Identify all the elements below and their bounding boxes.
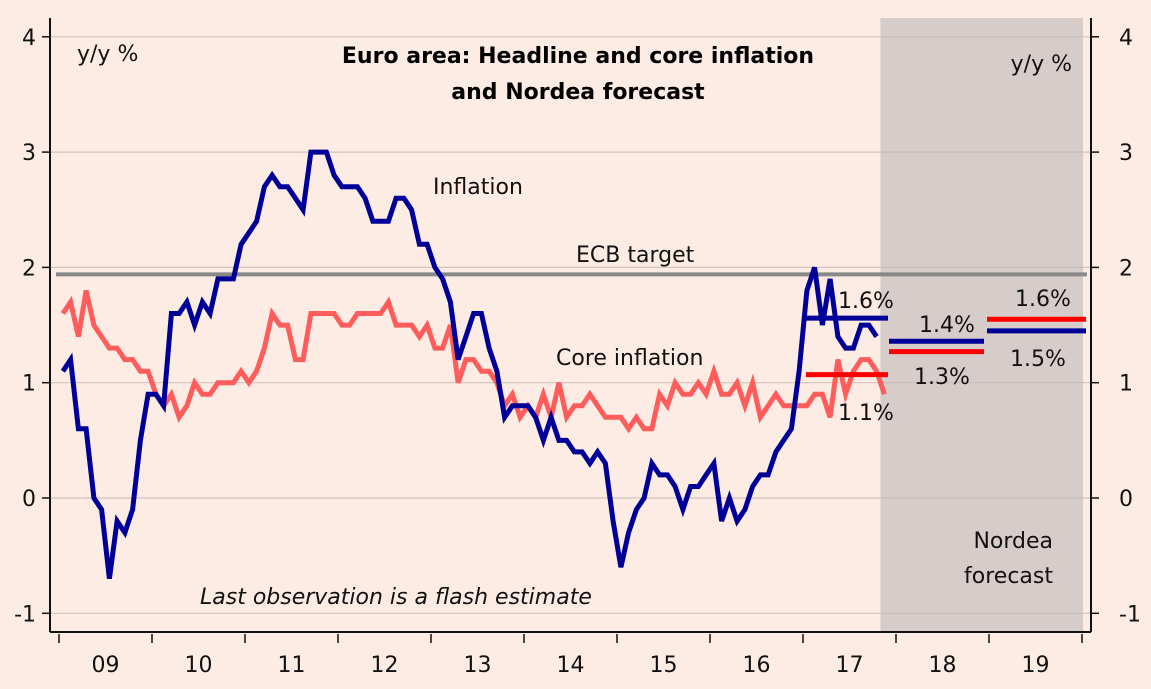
x-tick-label-13: 13: [464, 653, 492, 678]
x-tick-label-16: 16: [743, 653, 771, 678]
y-tick-label-left: 3: [22, 141, 36, 166]
x-tick-label-18: 18: [929, 653, 957, 678]
forecast-label-2019-core: 1.6%: [1015, 287, 1071, 312]
x-tick-label-15: 15: [650, 653, 678, 678]
y-tick-label-left: 4: [22, 26, 36, 51]
y-tick-label-right: 4: [1119, 26, 1133, 51]
forecast-label-2017-core: 1.1%: [838, 401, 894, 426]
x-tick-label-19: 19: [1022, 653, 1050, 678]
core-inflation-line: [60, 289, 887, 434]
y-tick-label-right: 2: [1119, 256, 1133, 281]
forecast-label-2018-core: 1.3%: [914, 365, 970, 390]
y-tick-label-right: 1: [1119, 372, 1133, 397]
forecast-label-2019-inflation: 1.5%: [1010, 347, 1066, 372]
axes: -1 -10 01 12 23 34 409 10 11 12 13 14 15 16 17 18 19: [14, 18, 1141, 678]
inflation-series-label: Inflation: [433, 175, 523, 200]
forecast-shaded-region: [880, 18, 1083, 632]
x-tick-label-11: 11: [278, 653, 306, 678]
y-tick-label-left: 1: [22, 372, 36, 397]
core-series-label: Core inflation: [556, 346, 703, 371]
forecast-label-2017-inflation: 1.6%: [838, 289, 894, 314]
x-tick-label-14: 14: [557, 653, 585, 678]
chart-title-line-2: and Nordea forecast: [451, 80, 705, 105]
chart-title-line-1: Euro area: Headline and core inflation: [342, 44, 814, 69]
x-tick-label-12: 12: [371, 653, 399, 678]
x-tick-label-17: 17: [836, 653, 864, 678]
forecast-label-line-1: Nordea: [973, 529, 1053, 554]
forecast-label-line-2: forecast: [964, 564, 1053, 589]
y-tick-label-right: 0: [1119, 487, 1133, 512]
footnote-flash-estimate: Last observation is a flash estimate: [200, 585, 592, 610]
inflation-line: [60, 149, 879, 580]
y-tick-label-right: -1: [1119, 602, 1141, 627]
x-tick-label-10: 10: [185, 653, 213, 678]
y-axis-label-right: y/y %: [1011, 52, 1072, 77]
y-axis-label-left: y/y %: [77, 42, 138, 67]
x-tick-label-09: 09: [92, 653, 120, 678]
y-tick-label-left: 0: [22, 487, 36, 512]
forecast-label-2018-inflation: 1.4%: [919, 313, 975, 338]
y-tick-label-left: -1: [14, 602, 36, 627]
y-tick-label-right: 3: [1119, 141, 1133, 166]
ecb-target-label: ECB target: [576, 243, 695, 268]
y-tick-label-left: 2: [22, 256, 36, 281]
